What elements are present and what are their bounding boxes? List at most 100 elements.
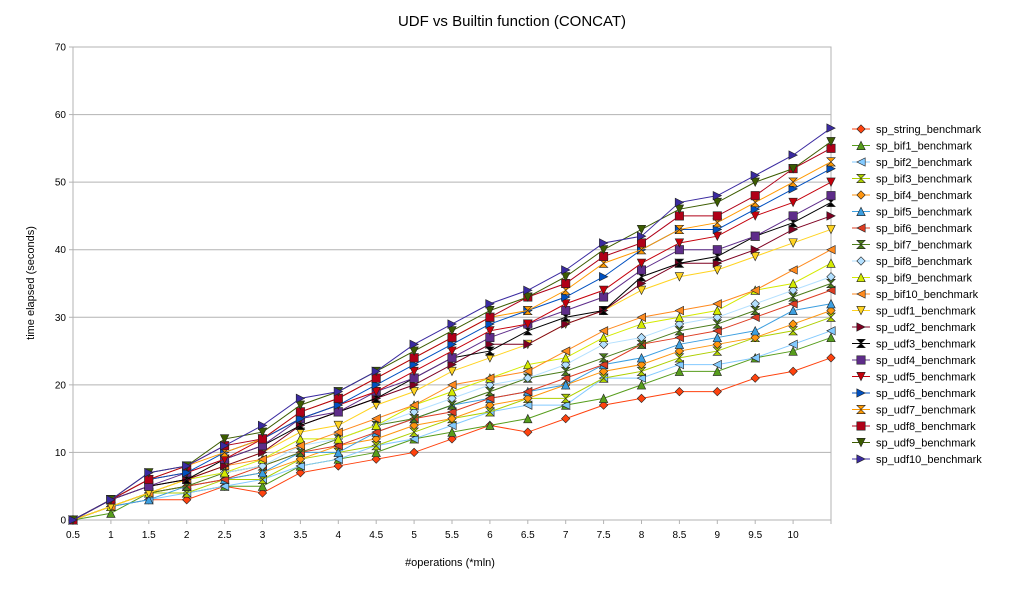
data-point	[636, 393, 647, 403]
data-point	[674, 238, 685, 248]
data-point	[788, 299, 798, 309]
y-tick-label: 10	[55, 448, 67, 459]
data-point	[750, 373, 760, 383]
data-point	[788, 278, 798, 289]
legend-marker	[856, 289, 866, 299]
data-point	[409, 447, 419, 458]
y-tick-label: 0	[60, 516, 66, 527]
legend-marker	[856, 140, 866, 150]
x-tick-label: 5.5	[445, 530, 459, 541]
data-point	[409, 359, 419, 370]
data-point	[561, 352, 571, 363]
series-sp_string_benchmark	[68, 353, 836, 525]
y-tick-label: 20	[55, 380, 67, 391]
legend-marker	[856, 240, 866, 249]
data-point	[333, 447, 343, 457]
data-point	[68, 515, 78, 525]
x-tick-label: 6.5	[521, 530, 535, 541]
data-point	[750, 251, 760, 262]
data-point	[295, 393, 306, 404]
data-point	[636, 258, 647, 269]
legend-item: sp_udf10_benchmark	[852, 454, 982, 466]
data-point	[371, 434, 381, 444]
data-point	[409, 400, 419, 410]
data-point	[485, 393, 495, 404]
legend-label: sp_udf9_benchmark	[876, 438, 976, 450]
data-point	[409, 339, 419, 349]
legend-label: sp_bif7_benchmark	[876, 240, 973, 252]
data-point	[560, 346, 571, 356]
data-point	[712, 326, 722, 336]
data-point	[674, 386, 685, 397]
legend-label: sp_udf7_benchmark	[876, 405, 976, 417]
data-point	[561, 272, 571, 282]
legend-marker	[856, 388, 866, 398]
data-point	[257, 488, 268, 498]
data-point	[826, 137, 836, 147]
legend-label: sp_udf1_benchmark	[876, 306, 976, 318]
data-point	[598, 285, 609, 296]
data-point	[371, 420, 381, 430]
legend-label: sp_udf10_benchmark	[876, 454, 982, 466]
data-point	[561, 359, 571, 370]
data-point	[523, 393, 533, 403]
chart-title: UDF vs Builtin function (CONCAT)	[398, 13, 626, 30]
legend-item: sp_bif5_benchmark	[852, 207, 973, 219]
data-point	[333, 454, 343, 464]
x-tick-label: 3.5	[293, 530, 307, 541]
legend-item: sp_udf4_benchmark	[852, 355, 976, 367]
x-tick-label: 10	[788, 530, 800, 541]
data-point	[561, 414, 571, 424]
x-tick-label: 8.5	[672, 530, 686, 541]
data-point	[522, 386, 533, 397]
data-point	[333, 420, 343, 431]
data-point	[750, 170, 761, 181]
data-point	[636, 319, 647, 329]
data-point	[636, 379, 647, 390]
data-point	[295, 440, 305, 451]
y-tick-label: 30	[55, 313, 67, 324]
legend-label: sp_bif8_benchmark	[876, 256, 973, 268]
data-point	[561, 292, 571, 302]
data-point	[826, 123, 836, 133]
data-point	[333, 461, 343, 471]
data-point	[750, 191, 760, 201]
data-point	[333, 434, 343, 444]
y-axis-title: time elapsed (seconds)	[25, 226, 37, 340]
data-point	[674, 224, 685, 234]
data-point	[522, 366, 533, 377]
data-point	[257, 481, 268, 491]
data-point	[447, 319, 457, 329]
legend-item: sp_bif10_benchmark	[852, 289, 979, 301]
data-point	[636, 238, 646, 248]
data-point	[523, 359, 533, 370]
data-point	[561, 319, 571, 329]
y-tick-label: 70	[55, 43, 67, 54]
data-point	[447, 359, 457, 370]
data-point	[750, 299, 760, 309]
data-point	[788, 319, 798, 329]
legend-marker	[856, 174, 866, 183]
data-point	[144, 468, 154, 478]
data-point	[371, 454, 381, 464]
legend-item: sp_bif1_benchmark	[852, 141, 973, 153]
legend-label: sp_bif1_benchmark	[876, 141, 973, 153]
data-point	[523, 339, 533, 349]
data-point	[219, 481, 230, 491]
data-point	[826, 305, 836, 316]
data-point	[523, 285, 533, 295]
x-tick-label: 0.5	[66, 530, 80, 541]
legend-item: sp_udf7_benchmark	[852, 405, 976, 417]
x-tick-label: 2.5	[218, 530, 232, 541]
data-point	[485, 339, 495, 349]
data-point	[674, 339, 685, 349]
data-point	[674, 197, 685, 208]
data-point	[712, 332, 722, 343]
data-point	[447, 420, 457, 431]
data-point	[826, 211, 836, 221]
data-point	[333, 386, 344, 397]
legend-item: sp_bif8_benchmark	[852, 256, 973, 268]
data-point	[788, 177, 799, 187]
x-axis-title: #operations (*mln)	[405, 557, 495, 569]
legend-label: sp_udf3_benchmark	[876, 339, 976, 351]
